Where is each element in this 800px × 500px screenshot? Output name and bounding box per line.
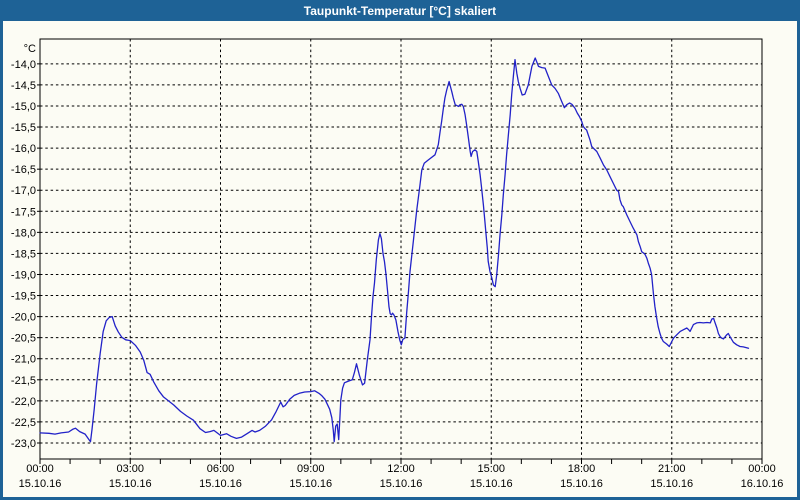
x-axis-time-label: 21:00 (658, 463, 686, 475)
x-axis-time-label: 06:00 (207, 463, 235, 475)
y-axis-label: -20,5 (11, 333, 36, 345)
y-axis-label: -14,0 (11, 59, 36, 71)
x-axis-date-label: 16.10.16 (741, 478, 784, 490)
y-axis-label: -16,5 (11, 164, 36, 176)
x-axis-time-label: 12:00 (387, 463, 415, 475)
x-axis-date-label: 15.10.16 (380, 478, 423, 490)
x-axis-date-label: 15.10.16 (650, 478, 693, 490)
y-axis-label: -15,5 (11, 122, 36, 134)
y-axis-label: -17,5 (11, 206, 36, 218)
y-axis-label: -21,5 (11, 375, 36, 387)
window-title: Taupunkt-Temperatur [°C] skaliert (303, 4, 497, 18)
window-title-bar: Taupunkt-Temperatur [°C] skaliert (0, 0, 800, 21)
y-axis-label: -14,5 (11, 80, 36, 92)
chart-background (3, 21, 797, 497)
y-axis-label: -18,0 (11, 227, 36, 239)
y-axis-label: -22,5 (11, 417, 36, 429)
y-axis-label: -22,0 (11, 396, 36, 408)
y-axis-label: -21,0 (11, 354, 36, 366)
plot-border (39, 38, 763, 460)
x-axis-date-label: 15.10.16 (109, 478, 152, 490)
y-axis-label: -20,0 (11, 312, 36, 324)
temperature-series-line (39, 57, 750, 443)
y-axis-label: -15,0 (11, 101, 36, 113)
x-axis-time-label: 15:00 (477, 463, 505, 475)
x-axis-time-label: 00:00 (26, 463, 54, 475)
x-axis-time-label: 18:00 (568, 463, 596, 475)
x-axis-time-label: 00:00 (748, 463, 776, 475)
y-axis-label: -23,0 (11, 438, 36, 450)
x-axis-date-label: 15.10.16 (199, 478, 242, 490)
y-axis-label: -19,5 (11, 291, 36, 303)
x-axis-date-label: 15.10.16 (560, 478, 603, 490)
y-axis-label: -19,0 (11, 269, 36, 281)
x-axis-date-label: 15.10.16 (289, 478, 332, 490)
x-axis-time-label: 09:00 (297, 463, 325, 475)
y-axis-label: -18,5 (11, 248, 36, 260)
x-axis-date-label: 15.10.16 (470, 478, 513, 490)
y-axis-unit-label: °C (24, 43, 36, 55)
x-axis-date-label: 15.10.16 (19, 478, 62, 490)
y-axis-label: -16,0 (11, 143, 36, 155)
y-axis-label: -17,0 (11, 185, 36, 197)
x-axis-time-label: 03:00 (116, 463, 144, 475)
